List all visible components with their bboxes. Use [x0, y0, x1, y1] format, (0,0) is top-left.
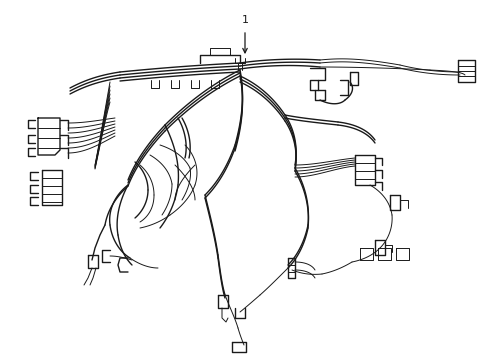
Text: 1: 1: [242, 15, 248, 25]
